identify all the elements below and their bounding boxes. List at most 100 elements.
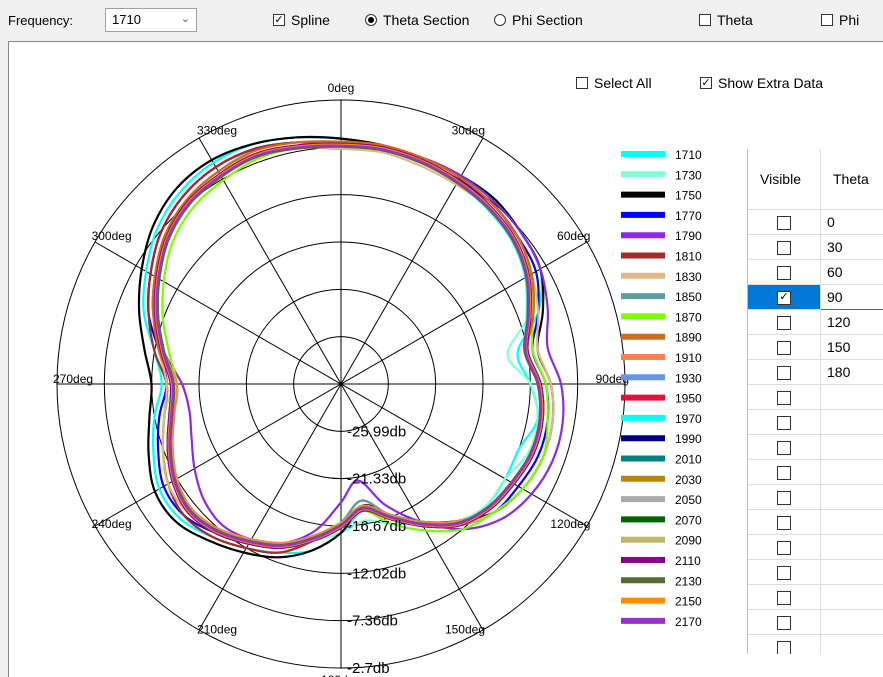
checkbox-empty-icon[interactable] [777,241,791,256]
legend-label: 1770 [675,209,702,223]
table-row[interactable] [748,384,883,410]
table-row[interactable]: 120 [748,309,883,335]
checkbox-empty-icon[interactable] [777,466,791,481]
visible-cell[interactable] [748,459,821,485]
visible-cell[interactable] [748,509,821,535]
checkbox-empty-icon[interactable] [777,641,791,654]
table-row[interactable] [748,609,883,635]
checkbox-empty-icon[interactable] [777,616,791,631]
legend-label: 2030 [675,473,702,487]
theta-label: Theta [717,12,753,28]
visible-cell[interactable] [748,409,821,435]
angle-label: 240deg [92,517,132,531]
table-row[interactable] [748,634,883,654]
legend-label: 1890 [675,331,702,345]
checkbox-empty-icon[interactable] [777,516,791,531]
phi-section-radio[interactable]: Phi Section [494,12,583,28]
table-row[interactable]: 30 [748,234,883,260]
legend-label: 1750 [675,189,702,203]
legend-label: 1950 [675,392,702,406]
angle-label: 180deg [321,673,361,677]
chevron-down-icon: ⌄ [180,13,190,25]
checkbox-empty-icon[interactable] [777,316,791,331]
checkbox-empty-icon[interactable] [777,216,791,231]
table-row[interactable]: 0 [748,209,883,235]
frequency-label: Frequency: [8,13,74,28]
visible-cell[interactable] [748,334,821,360]
checkbox-empty-icon[interactable] [777,341,791,356]
visible-cell[interactable] [748,609,821,635]
table-row[interactable] [748,409,883,435]
legend-label: 1990 [675,432,702,446]
checkbox-empty-icon[interactable] [777,566,791,581]
theta-cell [820,634,883,654]
select-all-label: Select All [594,75,652,91]
table-row[interactable] [748,459,883,485]
theta-cell: 90 [820,284,883,310]
checkbox-empty-icon [699,14,711,26]
legend-label: 1830 [675,270,702,284]
visible-cell[interactable] [748,634,821,654]
visible-cell[interactable] [748,234,821,260]
show-extra-data-checkbox[interactable]: ✓ Show Extra Data [700,75,823,91]
checkbox-empty-icon [576,77,588,89]
radial-label: -7.36db [347,613,398,630]
checkbox-empty-icon[interactable] [777,391,791,406]
visible-cell[interactable] [748,309,821,335]
visible-cell[interactable]: ✓ [748,284,821,310]
angle-label: 0deg [328,81,355,95]
legend-label: 2090 [675,534,702,548]
radial-label: -25.99db [347,423,406,440]
visible-cell[interactable] [748,209,821,235]
checkbox-empty-icon[interactable] [777,416,791,431]
frequency-value: 1710 [112,12,141,27]
theta-section-label: Theta Section [383,12,470,28]
theta-cell: 150 [820,334,883,360]
legend-label: 1850 [675,290,702,304]
angle-label: 60deg [557,229,590,243]
spline-checkbox[interactable]: ✓ Spline [273,12,330,28]
visible-cell[interactable] [748,534,821,560]
legend-label: 1970 [675,412,702,426]
table-row[interactable] [748,484,883,510]
header-visible: Visible [748,149,821,210]
checkbox-empty-icon[interactable] [777,491,791,506]
table-row[interactable]: 150 [748,334,883,360]
visible-cell[interactable] [748,384,821,410]
checkbox-empty-icon[interactable] [777,591,791,606]
checkbox-empty-icon[interactable] [777,366,791,381]
visible-cell[interactable] [748,584,821,610]
theta-cell [820,434,883,460]
checkbox-checked-icon[interactable]: ✓ [777,291,791,306]
table-row[interactable]: ✓ 90 [748,284,883,310]
theta-section-radio[interactable]: Theta Section [365,12,469,28]
table-row[interactable]: 180 [748,359,883,385]
table-row[interactable]: 60 [748,259,883,285]
table-row[interactable] [748,534,883,560]
checkbox-empty-icon[interactable] [777,541,791,556]
table-row[interactable] [748,509,883,535]
frequency-combobox[interactable]: 1710 ⌄ [105,8,197,32]
visible-cell[interactable] [748,259,821,285]
angle-label: 300deg [92,229,132,243]
table-row[interactable] [748,559,883,585]
checkbox-empty-icon[interactable] [777,441,791,456]
theta-cell [820,384,883,410]
theta-cell [820,509,883,535]
table-row[interactable] [748,584,883,610]
visible-cell[interactable] [748,434,821,460]
theta-checkbox[interactable]: Theta [699,12,753,28]
visible-cell[interactable] [748,359,821,385]
table-row[interactable] [748,434,883,460]
angle-label: 270deg [53,372,93,386]
select-all-checkbox[interactable]: Select All [576,75,652,91]
theta-cell [820,584,883,610]
theta-cell [820,559,883,585]
angle-label: 30deg [452,124,485,138]
phi-checkbox[interactable]: Phi [821,12,859,28]
checkbox-empty-icon[interactable] [777,266,791,281]
angle-label: 120deg [550,517,590,531]
visible-cell[interactable] [748,559,821,585]
visible-cell[interactable] [748,484,821,510]
theta-cell [820,609,883,635]
